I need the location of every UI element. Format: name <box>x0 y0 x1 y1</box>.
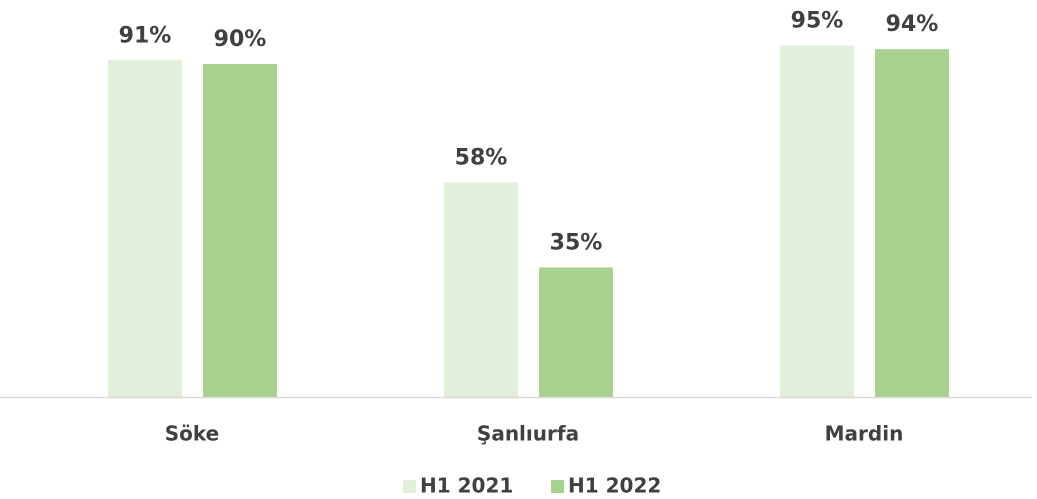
x-tick-label: Söke <box>165 422 219 446</box>
value-label: 35% <box>550 231 603 256</box>
legend-label: H1 2021 <box>420 474 513 498</box>
legend-label: H1 2022 <box>568 474 661 498</box>
x-tick-label: Şanlıurfa <box>477 422 579 446</box>
x-tick-label: Mardin <box>825 422 904 446</box>
bar <box>539 267 613 397</box>
value-label: 94% <box>886 12 939 37</box>
value-label: 95% <box>791 9 844 34</box>
legend-swatch <box>403 480 416 493</box>
bar <box>444 182 518 397</box>
bar <box>780 45 854 397</box>
bar <box>108 60 182 398</box>
value-label: 90% <box>214 27 267 52</box>
value-label: 91% <box>119 23 172 48</box>
bar <box>875 49 949 397</box>
value-label: 58% <box>455 145 508 170</box>
bar <box>203 64 277 397</box>
legend-swatch <box>551 480 564 493</box>
